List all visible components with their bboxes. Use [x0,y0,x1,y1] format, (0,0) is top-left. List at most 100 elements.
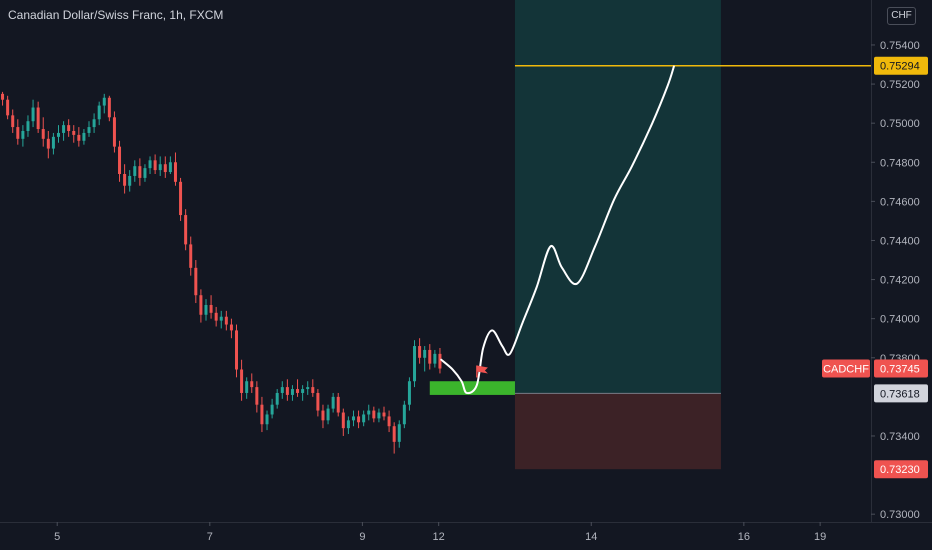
candle-body [316,392,320,411]
time-axis[interactable]: 5 7 9 12 14 16 19 [54,522,826,543]
profit-zone [514,0,721,394]
candle-body [26,121,30,131]
candle-body [16,127,20,139]
candle-body [92,119,96,128]
x-tick-label: 5 [54,531,60,543]
candle-body [163,164,167,173]
candle-body [128,175,132,186]
candle-body [250,381,254,388]
candle-body [209,304,213,313]
y-tick-label: 0.74200 [880,275,920,287]
candles [1,91,442,454]
candle-body [245,381,249,393]
stop-price-label: 0.73230 [880,464,920,476]
candle-body [229,324,233,331]
candle-body [184,215,188,245]
entry-price-tag [874,384,928,403]
candle-body [118,146,122,174]
current-price-label: 0.73745 [880,364,920,376]
candle-body [357,416,361,423]
candle-body [413,346,417,382]
y-tick-label: 0.74400 [880,235,920,247]
candle-body [112,117,116,147]
candle-body [423,349,427,358]
x-tick-label: 19 [814,531,826,543]
candle-body [41,129,45,139]
flag-icon [476,365,488,378]
candle-body [204,304,208,315]
symbol-tag [822,359,870,378]
y-tick-label: 0.73000 [880,509,920,521]
candle-body [21,130,25,139]
candle-body [280,387,284,393]
candle-body [31,107,35,122]
candle-body [133,166,137,176]
candle-body [138,166,142,178]
candle-body [377,412,381,419]
candle-body [301,389,305,393]
candle-body [189,244,193,268]
stop-price-tag [874,460,928,479]
candle-body [6,99,10,116]
chart-title: Canadian Dollar/Swiss Franc, 1h, FXCM [8,8,224,22]
y-tick-label: 0.74000 [880,314,920,326]
candle-body [235,330,239,370]
symbol-tag-label: CADCHF [823,364,869,376]
entry-box [429,381,515,395]
candle-body [173,162,177,182]
candle-body [428,349,432,364]
x-tick-label: 9 [359,531,365,543]
candle-body [387,416,391,427]
candle-body [143,168,147,178]
candle-body [306,387,310,390]
candle-body [418,346,422,358]
candle-body [194,267,198,296]
candle-body [438,353,442,369]
price-tags: 0.75294 CADCHF 0.73745 0.73618 0.73230 [822,56,928,479]
current-price-tag [874,359,928,378]
candle-body [153,160,157,171]
projection-path [440,65,675,395]
candle-body [326,408,330,421]
candle-body [362,414,366,423]
candle-body [11,115,15,128]
candle-body [270,404,274,415]
candle-body [51,136,55,149]
candle-body [290,389,294,395]
overlays [429,64,871,395]
candle-body [67,125,71,131]
candle-body [255,387,259,405]
y-tick-label: 0.74600 [880,196,920,208]
y-tick-label: 0.74800 [880,157,920,169]
candle-body [97,105,101,120]
candle-body [158,164,162,171]
x-tick-label: 7 [207,531,213,543]
y-tick-label: 0.75400 [880,40,920,52]
candle-body [62,125,66,133]
candle-body [199,295,203,315]
x-tick-label: 14 [585,531,597,543]
currency-button[interactable]: CHF [887,7,916,25]
candle-body [367,410,371,415]
candle-body [214,312,218,321]
price-axis[interactable]: 0.75400 0.75200 0.75000 0.74800 0.74600 0.744… [871,40,920,521]
candle-body [285,387,289,395]
candle-body [402,404,406,425]
candle-body [56,132,60,137]
candle-body [224,316,228,325]
candle-body [296,389,300,393]
candle-body [36,107,40,130]
candle-body [351,416,355,421]
y-tick-label: 0.75000 [880,118,920,130]
candle-body [123,174,127,186]
candle-body [46,138,50,149]
candle-body [311,387,315,393]
candle-body [168,162,172,173]
candle-body [219,316,223,321]
entry-price-label: 0.73618 [880,388,920,400]
candle-body [433,353,437,364]
loss-zone [514,393,721,470]
candle-body [331,396,335,409]
candle-body [265,414,269,425]
